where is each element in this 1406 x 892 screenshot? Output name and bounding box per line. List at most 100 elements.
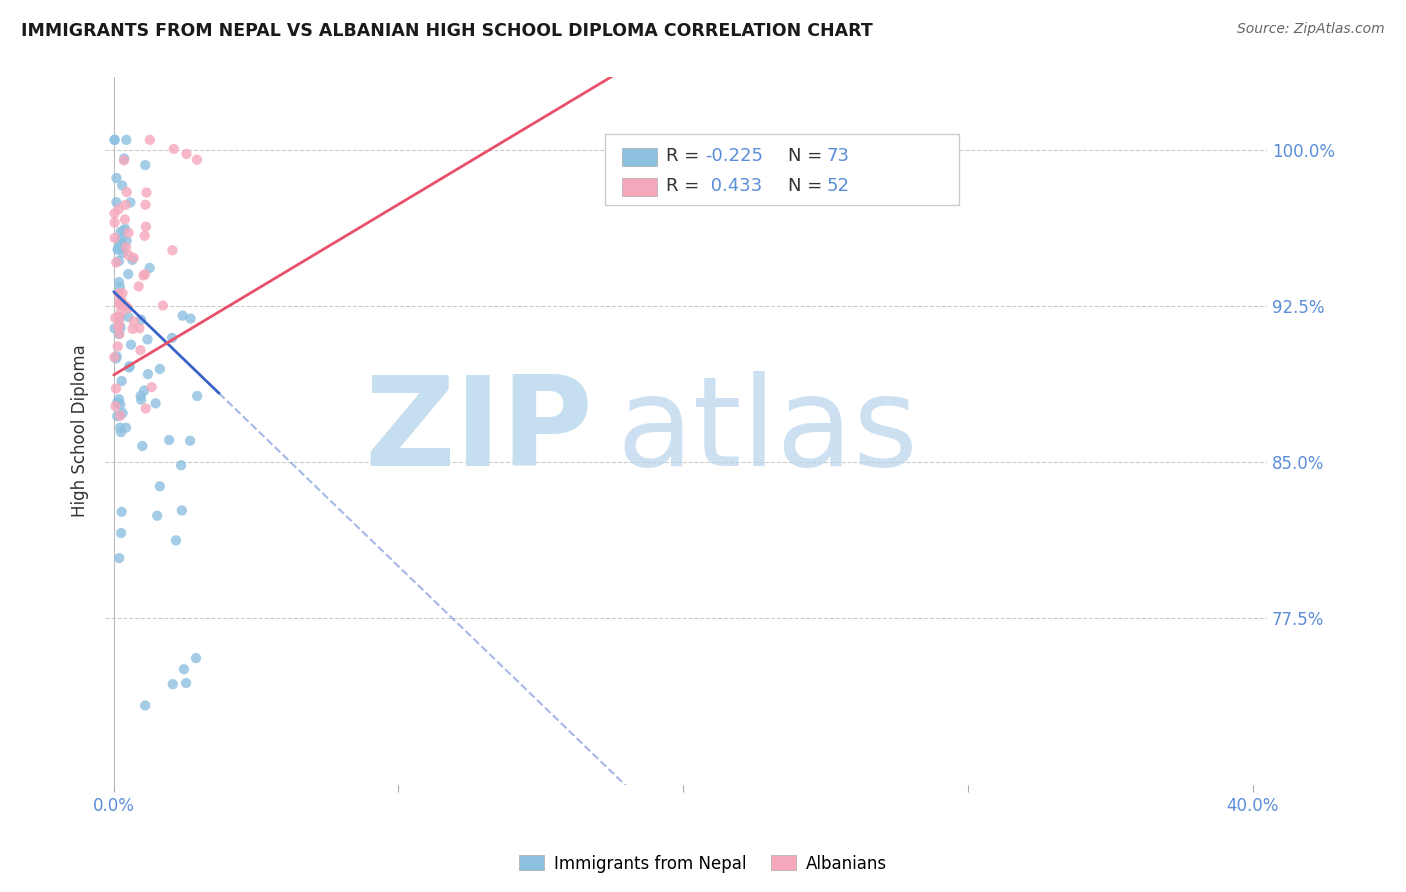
Point bbox=[108, 421, 131, 435]
Point bbox=[160, 331, 183, 345]
Point bbox=[107, 286, 129, 301]
Text: R =: R = bbox=[666, 177, 706, 194]
FancyBboxPatch shape bbox=[623, 148, 657, 166]
Point bbox=[110, 306, 132, 320]
Text: -0.225: -0.225 bbox=[704, 147, 762, 165]
Point bbox=[118, 360, 141, 375]
Point bbox=[128, 321, 150, 335]
Point bbox=[108, 310, 131, 324]
Point bbox=[129, 392, 152, 407]
Point bbox=[108, 254, 131, 268]
Point bbox=[152, 299, 174, 313]
Point bbox=[139, 133, 162, 147]
Point bbox=[138, 260, 160, 275]
Point bbox=[174, 676, 197, 690]
Point bbox=[186, 389, 208, 403]
Point bbox=[135, 186, 157, 200]
Point bbox=[117, 226, 139, 240]
Point bbox=[114, 198, 136, 212]
Point bbox=[149, 362, 172, 376]
Point bbox=[103, 133, 125, 147]
Point bbox=[111, 406, 134, 420]
Point bbox=[110, 293, 132, 308]
Point bbox=[170, 503, 193, 517]
Point bbox=[107, 395, 129, 409]
Point bbox=[110, 238, 132, 252]
Point bbox=[108, 297, 131, 311]
Point bbox=[111, 374, 134, 388]
Legend: Immigrants from Nepal, Albanians: Immigrants from Nepal, Albanians bbox=[512, 848, 894, 880]
Text: IMMIGRANTS FROM NEPAL VS ALBANIAN HIGH SCHOOL DIPLOMA CORRELATION CHART: IMMIGRANTS FROM NEPAL VS ALBANIAN HIGH S… bbox=[21, 22, 873, 40]
Point bbox=[136, 367, 159, 381]
Point bbox=[134, 698, 156, 713]
Point bbox=[115, 240, 138, 254]
FancyBboxPatch shape bbox=[623, 178, 657, 195]
Point bbox=[110, 225, 132, 239]
Point bbox=[145, 396, 167, 410]
Point bbox=[117, 248, 139, 262]
Point bbox=[107, 202, 129, 216]
Point bbox=[141, 380, 163, 394]
Point bbox=[105, 409, 128, 424]
Point bbox=[103, 206, 125, 220]
Point bbox=[134, 198, 156, 212]
Point bbox=[184, 651, 207, 665]
Point bbox=[104, 399, 127, 413]
Text: R =: R = bbox=[666, 147, 706, 165]
Point bbox=[111, 286, 134, 301]
Point bbox=[105, 381, 128, 395]
Point bbox=[129, 312, 152, 326]
Point bbox=[134, 267, 156, 281]
Point bbox=[180, 311, 202, 326]
Point bbox=[134, 384, 156, 398]
Point bbox=[115, 185, 138, 199]
Point bbox=[122, 251, 145, 265]
Point bbox=[105, 350, 128, 364]
Text: Source: ZipAtlas.com: Source: ZipAtlas.com bbox=[1237, 22, 1385, 37]
Point bbox=[172, 309, 194, 323]
Point bbox=[114, 212, 136, 227]
Point bbox=[157, 433, 180, 447]
Point bbox=[110, 298, 132, 312]
Point bbox=[132, 268, 155, 283]
FancyBboxPatch shape bbox=[605, 134, 959, 205]
Point bbox=[179, 434, 201, 448]
Text: ZIP: ZIP bbox=[364, 370, 593, 491]
Point bbox=[108, 275, 131, 289]
Text: 0.433: 0.433 bbox=[704, 177, 762, 194]
Point bbox=[135, 219, 157, 234]
Point bbox=[120, 337, 142, 351]
Point bbox=[108, 235, 131, 249]
Point bbox=[900, 153, 922, 168]
Point bbox=[131, 439, 153, 453]
Point bbox=[146, 508, 169, 523]
Point bbox=[162, 244, 184, 258]
Text: N =: N = bbox=[789, 147, 828, 165]
Point bbox=[122, 314, 145, 328]
Point bbox=[105, 255, 128, 269]
Point bbox=[104, 310, 127, 325]
Point bbox=[110, 320, 132, 334]
Point bbox=[110, 526, 132, 541]
Point bbox=[108, 551, 131, 566]
Point bbox=[111, 242, 134, 256]
Point bbox=[110, 398, 132, 412]
Point bbox=[120, 195, 142, 210]
Point bbox=[117, 267, 139, 281]
Point bbox=[121, 322, 143, 336]
Point bbox=[104, 231, 127, 245]
Point bbox=[118, 359, 141, 374]
Point bbox=[112, 152, 135, 166]
Point bbox=[117, 310, 139, 324]
Point bbox=[163, 142, 186, 156]
Point bbox=[104, 321, 127, 335]
Point bbox=[110, 425, 132, 439]
Point bbox=[107, 319, 129, 334]
Text: atlas: atlas bbox=[616, 370, 918, 491]
Text: 73: 73 bbox=[827, 147, 849, 165]
Point bbox=[117, 301, 139, 316]
Point bbox=[105, 195, 128, 210]
Point bbox=[186, 153, 208, 167]
Y-axis label: High School Diploma: High School Diploma bbox=[72, 344, 89, 517]
Point bbox=[107, 327, 129, 342]
